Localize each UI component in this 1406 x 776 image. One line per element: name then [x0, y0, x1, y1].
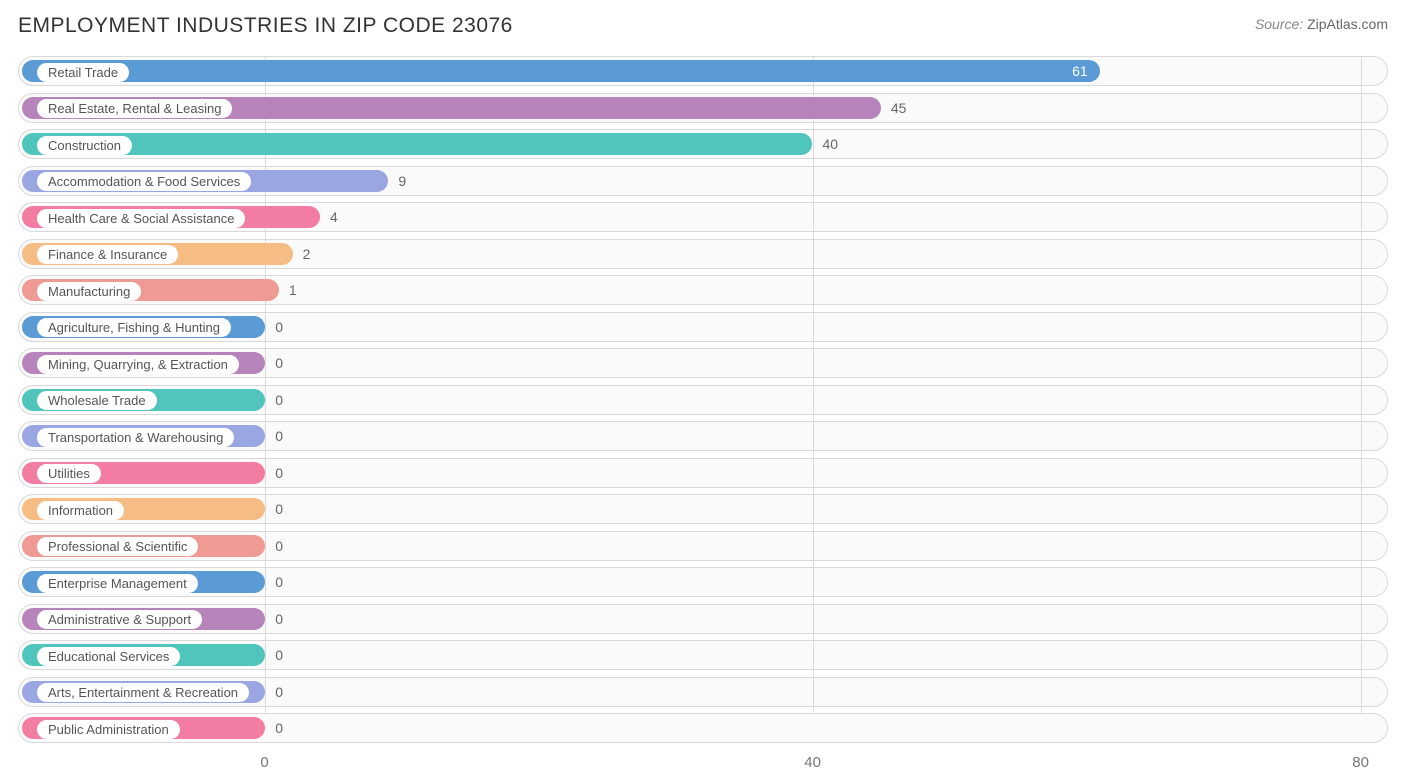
- source-value: ZipAtlas.com: [1307, 16, 1388, 32]
- bar-row: Public Administration 0: [18, 713, 1388, 743]
- bar-value: 0: [275, 605, 283, 633]
- bar-row: Finance & Insurance 2: [18, 239, 1388, 269]
- bar-value: 0: [275, 313, 283, 341]
- bar-label: Transportation & Warehousing: [37, 428, 234, 447]
- x-axis: 0 40 80: [18, 750, 1388, 776]
- plot-area: 61 Retail Trade Real Estate, Rental & Leas…: [18, 56, 1388, 743]
- bar-label: Arts, Entertainment & Recreation: [37, 683, 249, 702]
- bar-value: 45: [891, 94, 907, 122]
- bar-row: Enterprise Management 0: [18, 567, 1388, 597]
- chart-title: EMPLOYMENT INDUSTRIES IN ZIP CODE 23076: [18, 14, 513, 38]
- bar-row: Utilities 0: [18, 458, 1388, 488]
- bar-value: 4: [330, 203, 338, 231]
- bar-value: 9: [398, 167, 406, 195]
- bar-value: 0: [275, 422, 283, 450]
- bar-row: Administrative & Support 0: [18, 604, 1388, 634]
- bar-label: Accommodation & Food Services: [37, 172, 251, 191]
- bar-label: Wholesale Trade: [37, 391, 157, 410]
- bar-value: 1: [289, 276, 297, 304]
- employment-chart: 61 Retail Trade Real Estate, Rental & Leas…: [18, 56, 1388, 776]
- gridline: [813, 56, 814, 713]
- chart-header: EMPLOYMENT INDUSTRIES IN ZIP CODE 23076 …: [18, 14, 1388, 38]
- bar-value: 0: [275, 678, 283, 706]
- bar-row: Arts, Entertainment & Recreation 0: [18, 677, 1388, 707]
- bar-label: Information: [37, 501, 124, 520]
- bar-value: 61: [1072, 60, 1088, 82]
- bar: 61: [22, 60, 1100, 82]
- bar-label: Real Estate, Rental & Leasing: [37, 99, 232, 118]
- bar-label: Utilities: [37, 464, 101, 483]
- bar-label: Retail Trade: [37, 63, 129, 82]
- source-attribution: Source: ZipAtlas.com: [1255, 14, 1388, 32]
- bar-label: Manufacturing: [37, 282, 141, 301]
- source-label: Source:: [1255, 16, 1303, 32]
- bar-row: Wholesale Trade 0: [18, 385, 1388, 415]
- bar-row: Manufacturing 1: [18, 275, 1388, 305]
- bar-value: 0: [275, 349, 283, 377]
- bar-value: 0: [275, 386, 283, 414]
- bar-value: 0: [275, 532, 283, 560]
- bar-label: Finance & Insurance: [37, 245, 178, 264]
- bar-value: 0: [275, 641, 283, 669]
- bar-row: Accommodation & Food Services 9: [18, 166, 1388, 196]
- bar-label: Agriculture, Fishing & Hunting: [37, 318, 231, 337]
- bar-label: Construction: [37, 136, 132, 155]
- bar-label: Mining, Quarrying, & Extraction: [37, 355, 239, 374]
- bar-row: Agriculture, Fishing & Hunting 0: [18, 312, 1388, 342]
- bar-row: Construction 40: [18, 129, 1388, 159]
- axis-tick: 40: [804, 754, 821, 771]
- bar-value: 0: [275, 495, 283, 523]
- bar-label: Health Care & Social Assistance: [37, 209, 245, 228]
- bar-label: Educational Services: [37, 647, 180, 666]
- bar-row: Educational Services 0: [18, 640, 1388, 670]
- bar-label: Professional & Scientific: [37, 537, 198, 556]
- bar-value: 0: [275, 714, 283, 742]
- bar-label: Public Administration: [37, 720, 180, 739]
- bar: [22, 133, 812, 155]
- axis-tick: 80: [1352, 754, 1369, 771]
- bar-value: 2: [303, 240, 311, 268]
- bar-row: Transportation & Warehousing 0: [18, 421, 1388, 451]
- bar-label: Administrative & Support: [37, 610, 202, 629]
- gridline: [1361, 56, 1362, 713]
- bar-row: 61 Retail Trade: [18, 56, 1388, 86]
- bar-row: Real Estate, Rental & Leasing 45: [18, 93, 1388, 123]
- bar-row: Mining, Quarrying, & Extraction 0: [18, 348, 1388, 378]
- bar-value: 0: [275, 568, 283, 596]
- bar-row: Professional & Scientific 0: [18, 531, 1388, 561]
- bar-label: Enterprise Management: [37, 574, 198, 593]
- axis-tick: 0: [260, 754, 268, 771]
- bar-value: 40: [822, 130, 838, 158]
- bar-value: 0: [275, 459, 283, 487]
- bar-row: Health Care & Social Assistance 4: [18, 202, 1388, 232]
- bar-row: Information 0: [18, 494, 1388, 524]
